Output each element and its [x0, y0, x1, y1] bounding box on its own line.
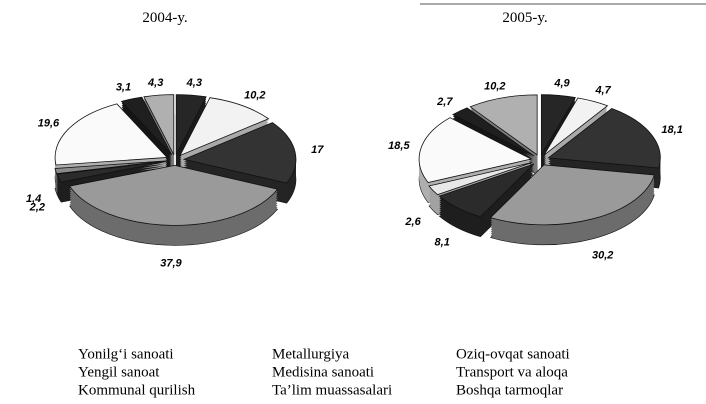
slice: [175, 94, 207, 155]
slice-side: [56, 163, 167, 185]
data-label: 10,2: [244, 90, 265, 102]
data-label: 37,9: [160, 257, 182, 269]
data-label: 2,6: [404, 216, 421, 228]
slice: [438, 163, 535, 218]
slice: [54, 103, 168, 166]
slice: [540, 94, 576, 157]
chart-title: 2005-y.: [502, 10, 547, 26]
data-label: 18,5: [388, 140, 410, 152]
slice: [54, 160, 167, 175]
slice: [418, 117, 533, 183]
slice: [428, 162, 533, 196]
data-label: 18,1: [661, 124, 682, 136]
data-label: 17: [311, 144, 324, 156]
data-label: 4,3: [147, 77, 163, 89]
chart-title: 2004-y.: [142, 10, 187, 26]
legend-label: Transport va aloqa: [456, 364, 568, 380]
slice-side: [56, 165, 167, 187]
legend-label: Yonilg‘i sanoati: [78, 346, 174, 362]
data-label: 30,2: [592, 250, 613, 262]
data-label: 2,7: [436, 96, 453, 108]
data-label: 3,1: [116, 82, 131, 94]
slice: [68, 164, 279, 226]
data-label: 4,7: [594, 84, 611, 96]
legend-label: Yengil sanoat: [78, 364, 160, 380]
slice: [143, 94, 175, 155]
slice: [547, 108, 661, 169]
slice: [56, 161, 167, 183]
slice: [489, 164, 655, 226]
slice: [179, 97, 270, 157]
data-label: 10,2: [484, 80, 505, 92]
legend-label: Ta’lim muassasalari: [272, 382, 392, 398]
legend-label: Kommunal qurilish: [78, 382, 196, 398]
data-label: 8,1: [435, 236, 450, 248]
data-label: 2,2: [29, 202, 45, 214]
data-label: 1,4: [26, 193, 41, 205]
legend-label: Boshqa tarmoqlar: [456, 382, 563, 398]
legend-label: Oziq-ovqat sanoati: [456, 346, 570, 362]
slice: [543, 97, 609, 156]
slice: [452, 107, 535, 157]
legend-label: Metallurgiya: [272, 346, 350, 362]
slice: [182, 122, 297, 184]
slice: [120, 96, 173, 156]
data-label: 19,6: [38, 117, 60, 129]
legend-label: Medisina sanoati: [272, 364, 374, 380]
data-label: 4,9: [553, 77, 570, 89]
data-label: 4,3: [186, 77, 202, 89]
slice: [469, 94, 538, 156]
